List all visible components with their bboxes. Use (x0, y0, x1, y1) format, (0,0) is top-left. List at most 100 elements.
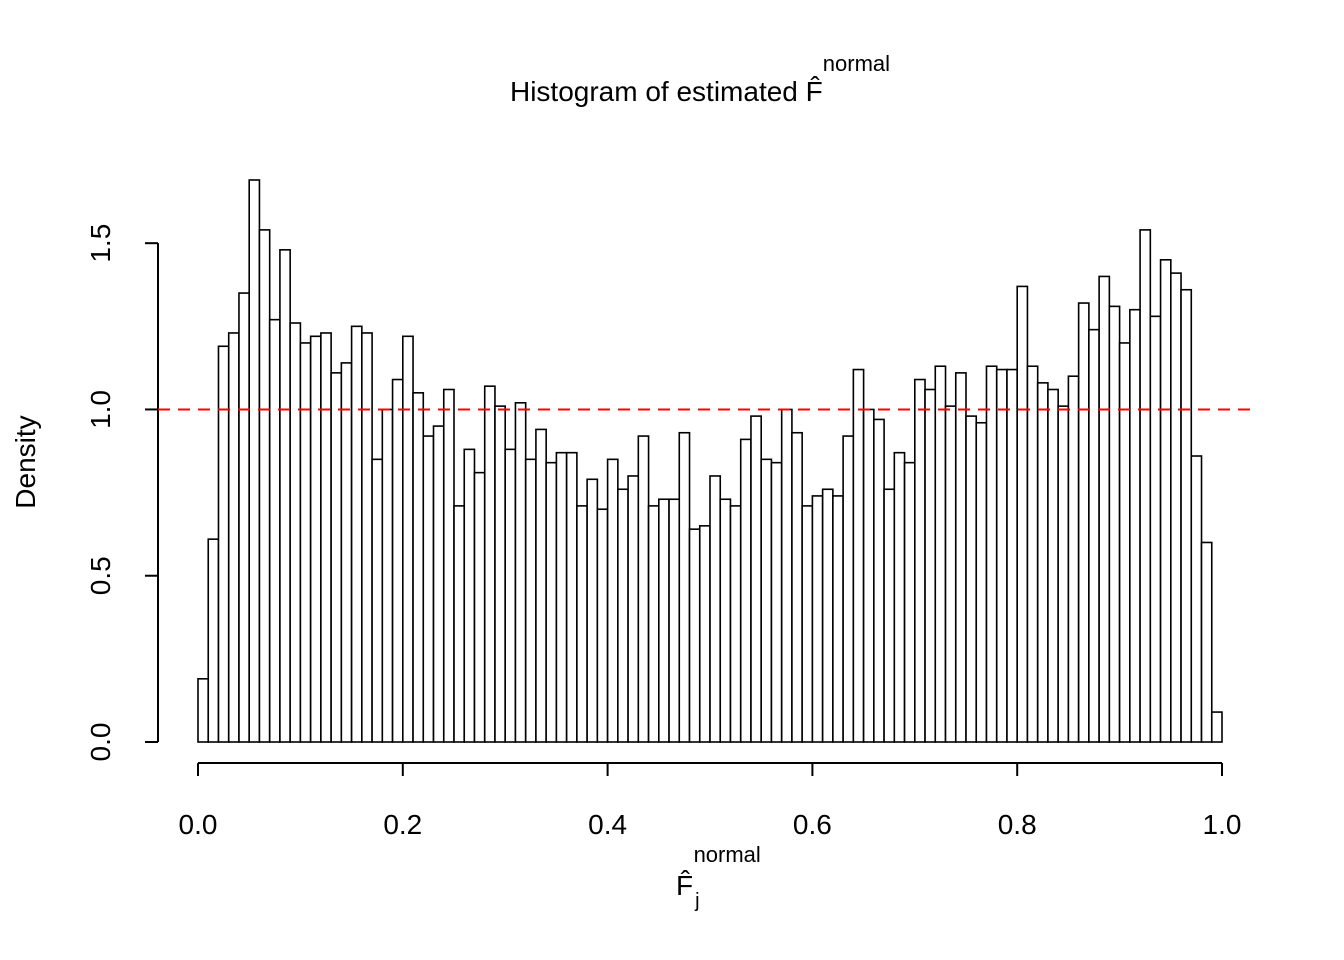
bar (248, 179, 261, 743)
bar (698, 525, 711, 743)
bar (227, 332, 240, 743)
bar (371, 458, 384, 743)
bar (545, 461, 558, 743)
bar (903, 461, 916, 743)
bar (924, 388, 937, 743)
xlabel-superscript: normal (694, 842, 761, 867)
bar (934, 365, 947, 743)
y-axis-label: Density (10, 415, 41, 508)
bar (504, 448, 517, 743)
bar (657, 498, 670, 743)
bar (1016, 285, 1029, 743)
bar (207, 538, 220, 743)
bar (995, 368, 1008, 743)
x-axis-label: F̂ j normal (676, 842, 761, 912)
bar (596, 508, 609, 743)
x-tick-label: 1.0 (1203, 809, 1242, 840)
bar (801, 505, 814, 743)
bar (320, 332, 332, 743)
bar (299, 342, 312, 743)
bar (913, 378, 926, 743)
bar (1159, 259, 1172, 743)
bar (1108, 305, 1121, 743)
bar (1118, 342, 1131, 743)
bar (524, 458, 537, 743)
x-tick-label: 0.4 (588, 809, 627, 840)
bar (494, 405, 506, 743)
bar (217, 345, 230, 743)
bar (750, 415, 763, 743)
bar (330, 372, 343, 743)
bar (483, 385, 496, 743)
title-main: Histogram of estimated F̂ (510, 76, 823, 107)
bar (647, 505, 660, 743)
bar (576, 505, 588, 743)
bar (719, 498, 732, 743)
bar (1006, 368, 1019, 743)
bar (842, 435, 855, 743)
bar (668, 498, 681, 743)
bar (1149, 315, 1162, 743)
bar (422, 435, 435, 743)
bar (862, 408, 875, 743)
bar (1129, 308, 1141, 743)
y-tick-label: 0.0 (85, 723, 116, 762)
bar (1190, 455, 1203, 743)
bar (1170, 272, 1182, 743)
bar (637, 435, 650, 743)
bar (1088, 328, 1100, 743)
bar (965, 415, 978, 743)
bar (873, 418, 885, 743)
bar (1180, 288, 1193, 743)
bar (883, 488, 896, 743)
bar (289, 322, 302, 743)
bar (1026, 365, 1039, 743)
bar (617, 488, 629, 743)
bar (1067, 375, 1080, 743)
bar (893, 451, 906, 743)
bar (1077, 302, 1090, 743)
bar (678, 431, 691, 743)
bar (688, 528, 701, 743)
bar (258, 229, 271, 743)
bar (350, 325, 363, 743)
bar (1036, 382, 1049, 743)
bar (401, 335, 414, 743)
bar (279, 249, 291, 743)
x-tick-label: 0.6 (793, 809, 832, 840)
bar (586, 478, 599, 743)
title-superscript: normal (823, 51, 890, 76)
bar (1200, 541, 1213, 743)
bar (565, 451, 578, 743)
bar (985, 365, 998, 743)
y-tick-label: 1.5 (85, 224, 116, 263)
chart-title: Histogram of estimated F̂normal (510, 51, 890, 107)
bar (739, 438, 752, 743)
bar (1057, 405, 1070, 743)
bar (606, 458, 619, 743)
bar (770, 461, 783, 743)
x-tick-label: 0.2 (383, 809, 422, 840)
bar (555, 451, 568, 743)
bar (791, 431, 803, 743)
bar (268, 318, 281, 743)
bar (1047, 388, 1059, 743)
bar (944, 405, 957, 743)
bar (442, 388, 455, 743)
x-tick-label: 0.8 (998, 809, 1037, 840)
bar (709, 475, 722, 743)
bar (535, 428, 547, 743)
x-tick-label: 0.0 (179, 809, 218, 840)
bar (954, 372, 967, 743)
bar (391, 378, 404, 743)
bar (197, 678, 210, 743)
bar (514, 402, 527, 743)
bar (238, 292, 251, 743)
bar (1210, 711, 1223, 743)
bar (627, 475, 640, 743)
bar (975, 421, 988, 743)
bar (432, 425, 445, 743)
bar (309, 335, 322, 743)
bar (760, 458, 773, 743)
